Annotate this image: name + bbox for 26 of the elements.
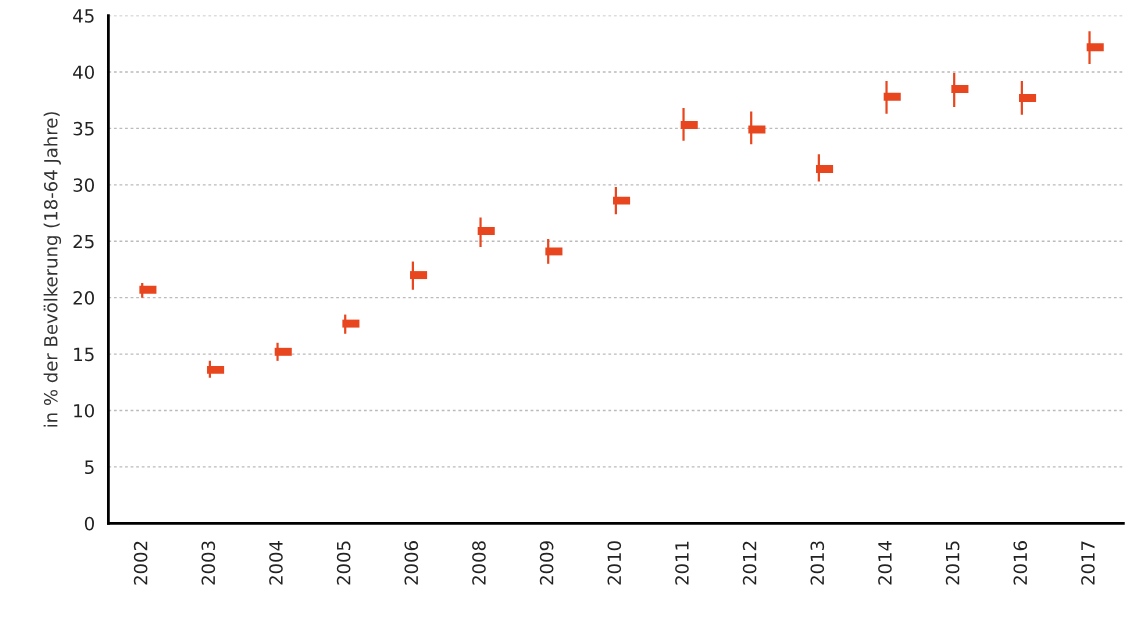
y-tick-label: 0 bbox=[84, 516, 94, 531]
y-tick-label: 40 bbox=[73, 65, 94, 80]
x-tick-label: 2011 bbox=[675, 541, 689, 585]
y-tick-label: 30 bbox=[73, 178, 94, 192]
x-tick-label: 2015 bbox=[945, 541, 960, 585]
x-tick-label: 2008 bbox=[472, 541, 486, 585]
y-tick-label: 5 bbox=[85, 460, 94, 475]
x-tick-label: 2012 bbox=[742, 541, 757, 585]
x-tick-label: 2017 bbox=[1081, 541, 1095, 585]
x-tick-label: 2003 bbox=[201, 541, 216, 585]
x-tick-label: 2002 bbox=[133, 541, 148, 585]
y-tick-label: 45 bbox=[73, 9, 94, 23]
x-tick-label: 2013 bbox=[810, 541, 825, 585]
x-tick-label: 2016 bbox=[1013, 541, 1028, 585]
x-tick-label: 2005 bbox=[336, 541, 351, 585]
x-tick-label: 2009 bbox=[539, 541, 554, 585]
x-tick-label: 2010 bbox=[607, 541, 622, 585]
x-tick-label: 2006 bbox=[404, 541, 419, 585]
y-tick-label: 25 bbox=[73, 234, 94, 249]
y-axis-title: in % der Bevölkerung (18-64 Jahre) bbox=[43, 112, 62, 427]
x-tick-label: 2004 bbox=[269, 541, 283, 585]
y-tick-label: 20 bbox=[73, 291, 94, 305]
y-tick-label: 15 bbox=[74, 347, 94, 362]
y-tick-label: 10 bbox=[74, 403, 94, 418]
y-tick-label: 35 bbox=[73, 121, 94, 136]
x-tick-label: 2014 bbox=[878, 541, 892, 585]
